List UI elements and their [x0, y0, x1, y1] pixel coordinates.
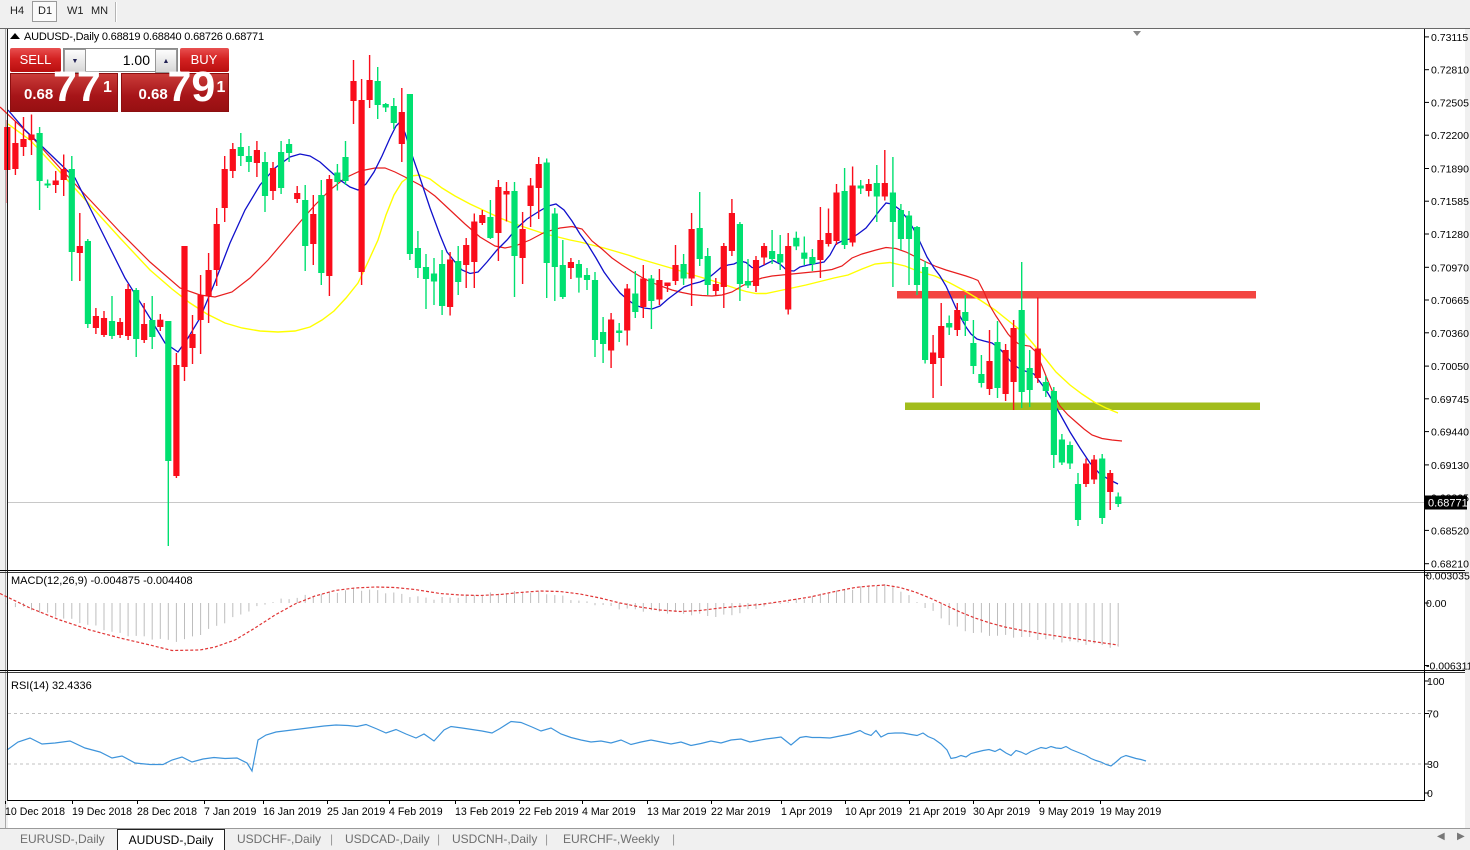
svg-text:16 Jan 2019: 16 Jan 2019: [263, 806, 321, 818]
svg-text:9 May 2019: 9 May 2019: [1039, 806, 1094, 818]
svg-text:21 Apr 2019: 21 Apr 2019: [909, 806, 966, 818]
svg-text:0.73115: 0.73115: [1431, 32, 1468, 44]
svg-text:70: 70: [1427, 709, 1439, 721]
svg-text:30: 30: [1427, 759, 1439, 771]
svg-text:25 Jan 2019: 25 Jan 2019: [327, 806, 385, 818]
svg-text:RSI(14) 32.4336: RSI(14) 32.4336: [11, 680, 92, 692]
svg-text:0.70665: 0.70665: [1431, 295, 1469, 307]
svg-text:10 Dec 2018: 10 Dec 2018: [5, 806, 65, 818]
svg-text:0.68210: 0.68210: [1431, 559, 1469, 571]
svg-text:0.00: 0.00: [1426, 598, 1447, 610]
svg-text:4 Feb 2019: 4 Feb 2019: [389, 806, 443, 818]
svg-text:0.69440: 0.69440: [1431, 427, 1469, 439]
svg-text:7 Jan 2019: 7 Jan 2019: [204, 806, 257, 818]
svg-text:0.72200: 0.72200: [1431, 130, 1469, 142]
svg-text:13 Feb 2019: 13 Feb 2019: [455, 806, 515, 818]
svg-text:0.71585: 0.71585: [1431, 196, 1469, 208]
svg-text:19 May 2019: 19 May 2019: [1100, 806, 1161, 818]
svg-text:0.68520: 0.68520: [1431, 525, 1469, 537]
svg-text:0.72505: 0.72505: [1431, 97, 1469, 109]
svg-text:1 Apr 2019: 1 Apr 2019: [781, 806, 832, 818]
svg-text:0.69130: 0.69130: [1431, 460, 1469, 472]
svg-text:10 Apr 2019: 10 Apr 2019: [845, 806, 902, 818]
svg-text:0.69745: 0.69745: [1431, 394, 1469, 406]
svg-text:22 Mar 2019: 22 Mar 2019: [711, 806, 771, 818]
svg-text:0.003035: 0.003035: [1426, 570, 1470, 582]
svg-text:0.72810: 0.72810: [1431, 65, 1469, 77]
svg-text:0: 0: [1427, 788, 1433, 800]
svg-text:MACD(12,26,9) -0.004875 -0.004: MACD(12,26,9) -0.004875 -0.004408: [11, 575, 193, 587]
svg-text:22 Feb 2019: 22 Feb 2019: [519, 806, 579, 818]
svg-text:0.70970: 0.70970: [1431, 262, 1469, 274]
svg-text:100: 100: [1427, 676, 1445, 688]
svg-text:0.70360: 0.70360: [1431, 328, 1469, 340]
svg-text:0.71280: 0.71280: [1431, 229, 1469, 241]
svg-text:-0.006311: -0.006311: [1426, 661, 1470, 673]
svg-text:4 Mar 2019: 4 Mar 2019: [582, 806, 636, 818]
svg-text:0.71890: 0.71890: [1431, 164, 1469, 176]
svg-text:0.70050: 0.70050: [1431, 361, 1469, 373]
svg-text:AUDUSD-,Daily 0.68819 0.68840: AUDUSD-,Daily 0.68819 0.68840 0.68726 0.…: [24, 31, 264, 43]
svg-text:13 Mar 2019: 13 Mar 2019: [647, 806, 707, 818]
svg-text:0.68771: 0.68771: [1428, 498, 1468, 510]
svg-text:28 Dec 2018: 28 Dec 2018: [137, 806, 197, 818]
svg-text:19 Dec 2018: 19 Dec 2018: [72, 806, 132, 818]
svg-text:30 Apr 2019: 30 Apr 2019: [973, 806, 1030, 818]
